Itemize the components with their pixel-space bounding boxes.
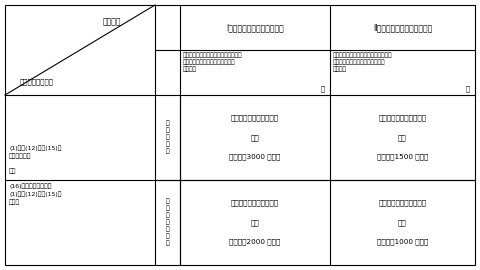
- Text: 設置基準: 設置基準: [102, 17, 121, 26]
- Text: 地階を除く階数が６以下

かつ

延面積が3000 ㎡以下: 地階を除く階数が６以下 かつ 延面積が3000 ㎡以下: [229, 114, 281, 160]
- Text: 注: 注: [466, 85, 470, 92]
- Text: 防火対象物の区分: 防火対象物の区分: [20, 78, 54, 85]
- Text: 地階を除く階数が４以下

かつ

延面積が1500 ㎡以下: 地階を除く階数が４以下 かつ 延面積が1500 ㎡以下: [377, 114, 428, 160]
- Text: Ⅰ型を設置できる防火対象物: Ⅰ型を設置できる防火対象物: [226, 23, 284, 32]
- Text: Ⅱ型を設置できる防火対象物: Ⅱ型を設置できる防火対象物: [373, 23, 432, 32]
- Text: 地階を除く階数が２以下

かつ

延面積が1000 ㎡以下: 地階を除く階数が２以下 かつ 延面積が1000 ㎡以下: [377, 200, 428, 245]
- Text: 「地階、無窓階又は火災のとき煙が著
しく充満するおそれのある場所を
除く。」: 「地階、無窓階又は火災のとき煙が著 しく充満するおそれのある場所を 除く。」: [183, 52, 242, 72]
- Text: 耐
火
建
築
物: 耐 火 建 築 物: [166, 121, 169, 154]
- Text: (1)項～(12)項、(15)項
の防火対象物

又は

(16)項の防火対象物で
(1)項～(12)項、(15)項
の部分: (1)項～(12)項、(15)項 の防火対象物 又は (16)項の防火対象物で …: [9, 146, 61, 204]
- Text: 注: 注: [321, 85, 325, 92]
- Text: 耐
火
建
築
物
以
外: 耐 火 建 築 物 以 外: [166, 199, 169, 246]
- Text: 「地階、無窓階又は火災のとき煙が著
しく充満するおそれのある場所を
除く。」: 「地階、無窓階又は火災のとき煙が著 しく充満するおそれのある場所を 除く。」: [333, 52, 393, 72]
- Text: 地階を除く階数が３以下

かつ

延面積が2000 ㎡以下: 地階を除く階数が３以下 かつ 延面積が2000 ㎡以下: [229, 200, 281, 245]
